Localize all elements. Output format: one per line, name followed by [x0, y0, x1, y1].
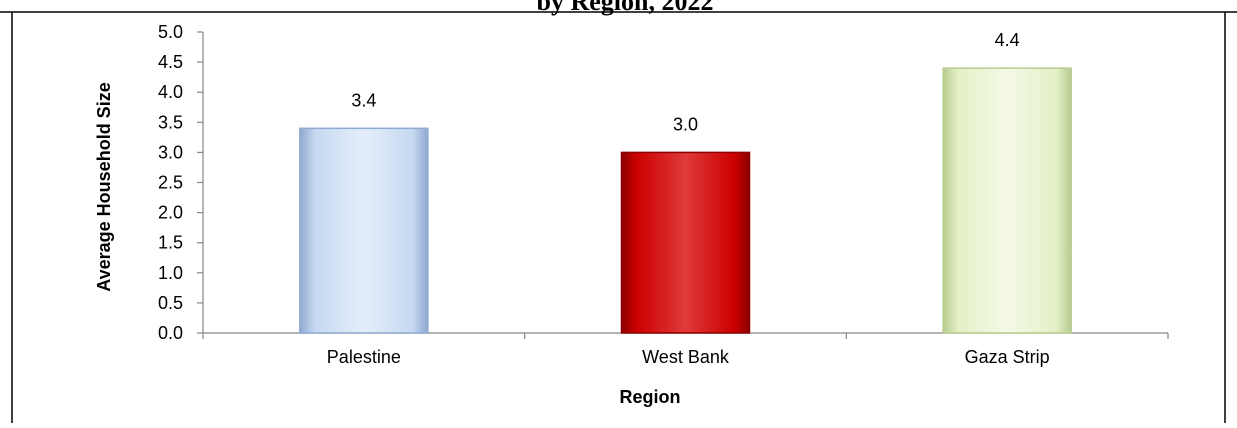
y-tick-label: 0.5 [158, 293, 183, 313]
category-label-gaza-strip: Gaza Strip [965, 347, 1050, 367]
y-tick-label: 4.5 [158, 52, 183, 72]
labels: 3.4 Palestine 3.0 West Bank 4.4 Gaza Strip [327, 30, 1050, 367]
y-axis-title: Average Household Size [94, 82, 114, 291]
y-tick-label: 1.0 [158, 263, 183, 283]
bar-palestine [299, 127, 429, 334]
data-label-gaza-strip: 4.4 [995, 30, 1020, 50]
category-label-west-bank: West Bank [642, 347, 730, 367]
y-tick-label: 1.5 [158, 233, 183, 253]
y-tick-label: 0.0 [158, 323, 183, 343]
chart-title: by Region, 2022 [537, 0, 714, 16]
y-tick-label: 4.0 [158, 82, 183, 102]
y-tick-label: 3.0 [158, 142, 183, 162]
bar-west-bank [620, 151, 751, 334]
y-tick-label: 3.5 [158, 112, 183, 132]
bar-gaza-strip [942, 67, 1072, 334]
y-tick-label: 2.5 [158, 173, 183, 193]
bars [299, 67, 1072, 334]
y-tick-label: 2.0 [158, 203, 183, 223]
x-axis-title: Region [620, 387, 681, 407]
data-label-palestine: 3.4 [351, 90, 376, 110]
y-tick-label: 5.0 [158, 22, 183, 42]
data-label-west-bank: 3.0 [673, 114, 698, 134]
category-label-palestine: Palestine [327, 347, 401, 367]
